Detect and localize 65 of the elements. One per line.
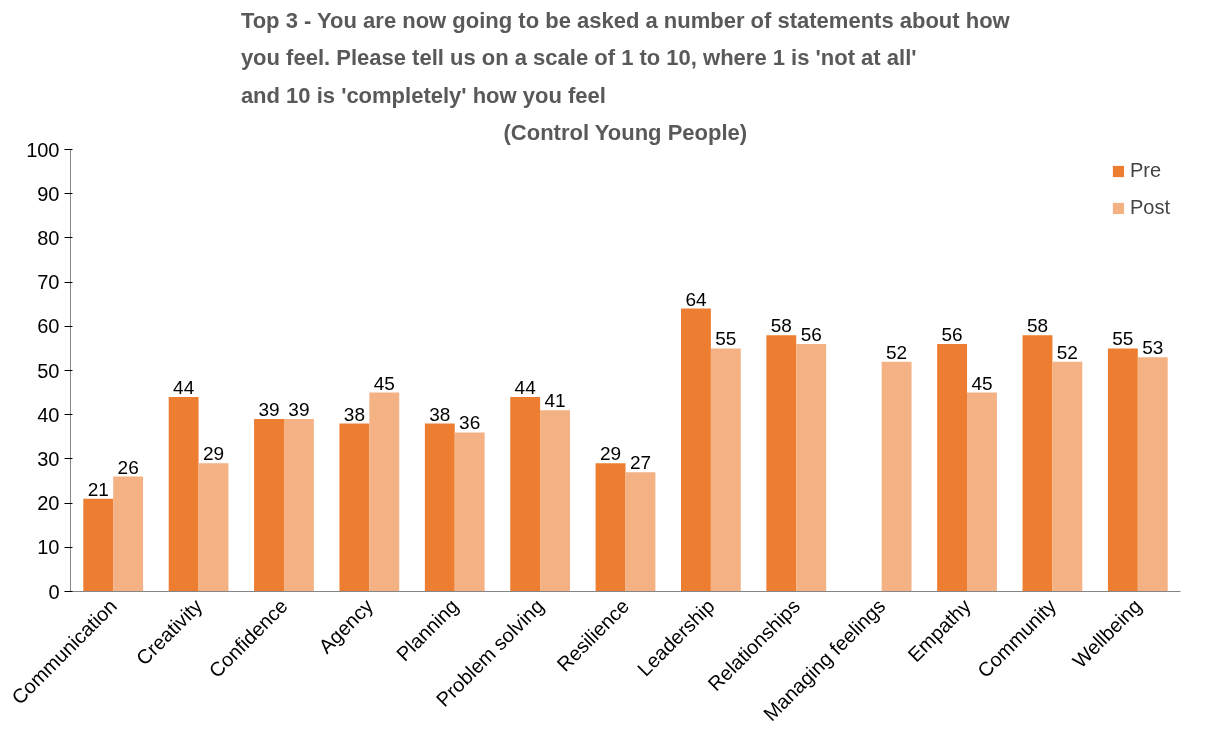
- data-label: 26: [117, 456, 139, 478]
- y-tick-label: 100: [26, 138, 60, 161]
- bar: [625, 472, 656, 592]
- bar: [369, 392, 400, 592]
- legend-label: Post: [1129, 196, 1170, 219]
- bar: [454, 432, 485, 592]
- bar: [1137, 357, 1168, 592]
- data-label: 38: [343, 403, 365, 425]
- bar: [198, 463, 229, 592]
- bar: [1022, 335, 1053, 592]
- y-tick-label: 90: [37, 182, 60, 205]
- y-tick-label: 60: [37, 315, 60, 338]
- bar: [967, 392, 997, 592]
- data-label: 21: [87, 478, 109, 500]
- data-label: 58: [1026, 315, 1049, 337]
- bar: [113, 476, 144, 592]
- bar: [1107, 348, 1138, 592]
- y-tick-label: 40: [37, 403, 60, 426]
- data-label: 44: [514, 377, 537, 399]
- bar: [540, 410, 570, 592]
- data-label: 55: [715, 328, 737, 350]
- y-tick-label: 80: [37, 226, 60, 249]
- bar: [168, 397, 199, 592]
- y-tick-label: 70: [37, 271, 60, 294]
- bar: [339, 423, 370, 592]
- legend-label: Pre: [1129, 159, 1162, 182]
- bar: [681, 308, 711, 592]
- data-label: 27: [629, 452, 652, 474]
- y-tick-label: 30: [37, 447, 60, 470]
- data-label: 29: [599, 443, 622, 465]
- data-label: 53: [1142, 337, 1164, 359]
- y-tick-label: 50: [37, 359, 60, 382]
- data-label: 64: [685, 288, 707, 310]
- data-label: 39: [288, 399, 310, 421]
- bar: [796, 343, 827, 592]
- y-tick-label: 0: [48, 580, 60, 603]
- data-label: 38: [429, 403, 451, 425]
- data-label: 56: [941, 323, 963, 345]
- data-label: 52: [1056, 341, 1078, 363]
- y-tick-label: 10: [37, 536, 60, 559]
- bar: [1052, 361, 1083, 592]
- data-label: 41: [544, 390, 566, 412]
- data-label: 36: [459, 412, 481, 434]
- bar: [254, 419, 284, 592]
- chart-subtitle: (Control Young People): [503, 119, 748, 145]
- bar: [937, 343, 968, 592]
- chart-title: Top 3 - You are now going to be asked a number of statements about how you feel. Please tell us on a scale of 1 to 10, where 1 is 'not at all' and 10 is 'completely' how you feel: [240, 7, 1011, 108]
- bar: [424, 423, 455, 592]
- bar: [766, 335, 797, 592]
- data-label: 29: [202, 443, 225, 465]
- bar: [283, 419, 314, 592]
- bar: [510, 397, 541, 592]
- y-tick-label: 20: [37, 492, 60, 515]
- data-label: 44: [173, 377, 195, 399]
- data-label: 45: [971, 372, 993, 394]
- data-label: 58: [770, 315, 792, 337]
- data-label: 45: [373, 372, 395, 394]
- data-label: 39: [258, 399, 280, 421]
- bar: [881, 361, 912, 592]
- bar: [83, 498, 114, 592]
- data-label: 56: [800, 323, 822, 345]
- data-label: 55: [1112, 328, 1134, 350]
- bar: [595, 463, 626, 592]
- bar: [710, 348, 741, 592]
- data-label: 52: [886, 341, 908, 363]
